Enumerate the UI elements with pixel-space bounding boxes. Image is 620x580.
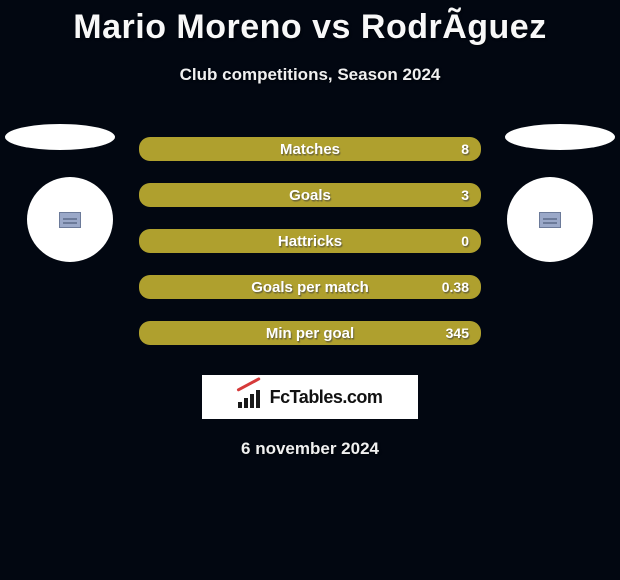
- stat-row-hattricks: Hattricks 0: [139, 229, 481, 253]
- left-club-badge-icon: [59, 212, 81, 228]
- right-country-flag: [505, 124, 615, 150]
- right-club-badge-icon: [539, 212, 561, 228]
- date-label: 6 november 2024: [0, 439, 620, 459]
- left-country-flag: [5, 124, 115, 150]
- stat-label: Min per goal: [266, 325, 354, 342]
- stat-row-matches: Matches 8: [139, 137, 481, 161]
- logo-chart-icon: [238, 386, 266, 408]
- fctables-logo: FcTables.com: [202, 375, 418, 419]
- stat-value: 8: [461, 141, 469, 157]
- logo-text: FcTables.com: [270, 387, 383, 408]
- right-club-badge: [507, 177, 593, 262]
- subtitle: Club competitions, Season 2024: [0, 65, 620, 85]
- left-club-badge: [27, 177, 113, 262]
- stat-label: Hattricks: [278, 233, 342, 250]
- stat-label: Goals per match: [251, 279, 369, 296]
- stat-row-goals-per-match: Goals per match 0.38: [139, 275, 481, 299]
- stat-value: 0.38: [442, 279, 469, 295]
- stat-value: 3: [461, 187, 469, 203]
- stats-container: Matches 8 Goals 3 Hattricks 0 Goals per …: [139, 137, 481, 345]
- stat-value: 345: [446, 325, 469, 341]
- stat-value: 0: [461, 233, 469, 249]
- stat-label: Matches: [280, 141, 340, 158]
- stat-row-min-per-goal: Min per goal 345: [139, 321, 481, 345]
- stat-label: Goals: [289, 187, 331, 204]
- page-title: Mario Moreno vs RodrÃ­guez: [0, 0, 620, 47]
- stat-row-goals: Goals 3: [139, 183, 481, 207]
